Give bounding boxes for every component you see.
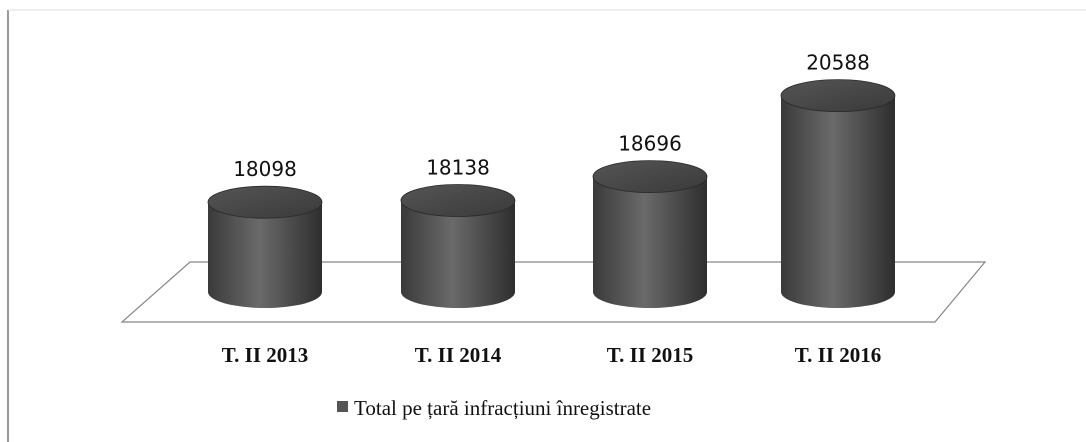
cylinder-body bbox=[208, 202, 322, 308]
x-tick-label: T. II 2013 bbox=[222, 343, 309, 367]
data-label: 18138 bbox=[426, 155, 490, 179]
cylinder-top bbox=[592, 160, 708, 194]
x-tick-label: T. II 2014 bbox=[415, 343, 502, 367]
data-label: 20588 bbox=[806, 51, 870, 75]
legend-label: Total pe țară infracțiuni înregistrate bbox=[354, 396, 651, 420]
cylinder-top bbox=[400, 184, 516, 217]
legend-swatch bbox=[337, 401, 348, 412]
x-tick-label: T. II 2015 bbox=[607, 343, 694, 367]
cylinder-body bbox=[593, 176, 707, 308]
plot bbox=[207, 79, 896, 308]
data-label: 18098 bbox=[233, 157, 297, 181]
cylinder-top bbox=[780, 79, 896, 113]
cylinder-body bbox=[401, 200, 515, 308]
cylinder-top bbox=[207, 185, 323, 219]
data-label: 18696 bbox=[618, 132, 682, 156]
floor bbox=[120, 261, 987, 323]
cylinder-body bbox=[781, 95, 895, 308]
x-tick-label: T. II 2016 bbox=[795, 343, 882, 367]
